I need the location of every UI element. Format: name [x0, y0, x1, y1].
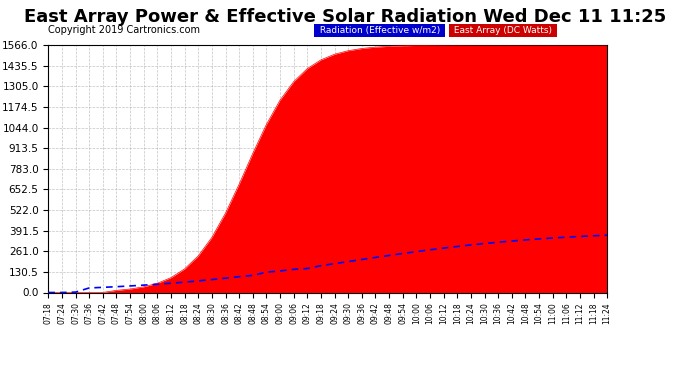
Text: Copyright 2019 Cartronics.com: Copyright 2019 Cartronics.com — [48, 25, 200, 35]
Text: East Array Power & Effective Solar Radiation Wed Dec 11 11:25: East Array Power & Effective Solar Radia… — [24, 8, 666, 26]
Text: East Array (DC Watts): East Array (DC Watts) — [451, 26, 555, 35]
Text: Radiation (Effective w/m2): Radiation (Effective w/m2) — [317, 26, 443, 35]
